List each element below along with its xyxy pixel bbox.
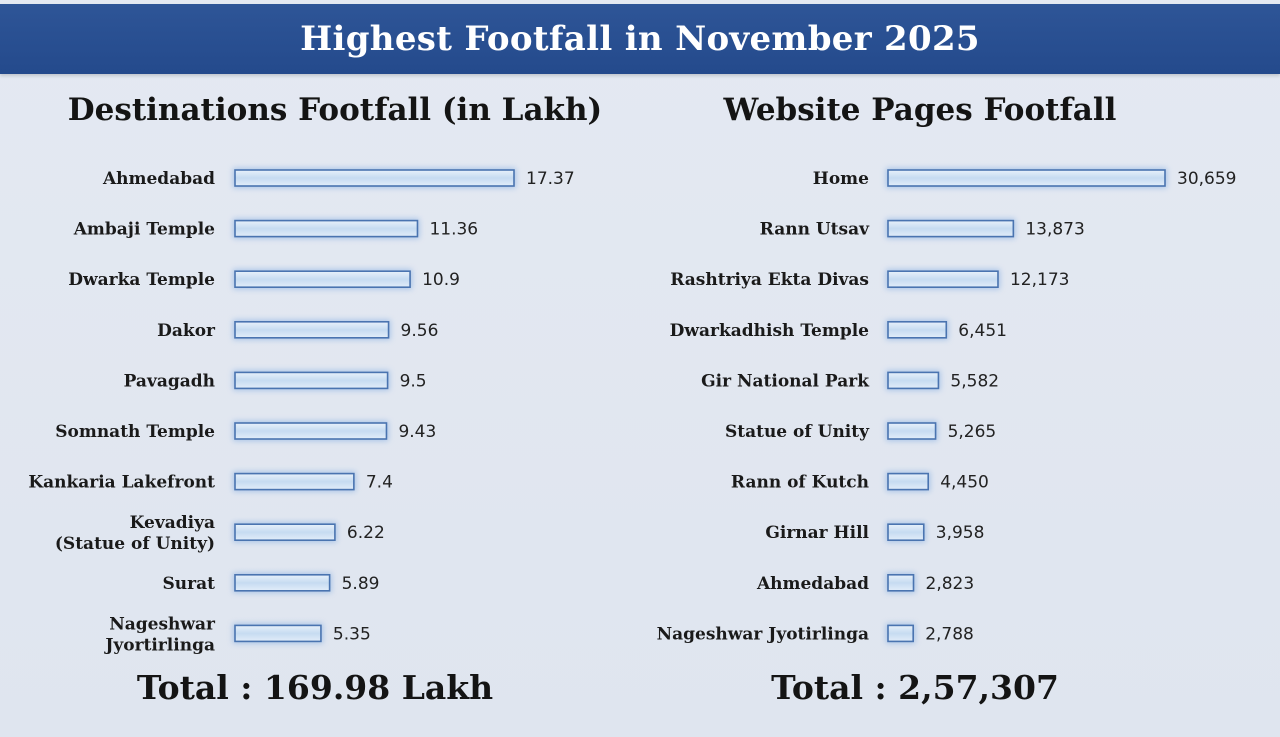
website-chart-title: Website Pages Footfall: [723, 92, 1117, 128]
website-bar: [887, 320, 948, 339]
website-category-label: Girnar Hill: [765, 523, 869, 543]
website-bar: [887, 270, 999, 289]
destinations-value-label: 9.43: [398, 422, 436, 442]
destinations-category-label: Pavagadh: [124, 371, 215, 391]
destinations-category-label: Ambaji Temple: [73, 220, 215, 240]
website-category-label: Rashtriya Ekta Divas: [670, 270, 869, 290]
website-value-label: 4,450: [940, 473, 989, 493]
page-title: Highest Footfall in November 2025: [300, 19, 980, 59]
destinations-bar: [234, 169, 515, 187]
website-bar: [887, 422, 937, 440]
website-bar: [887, 573, 915, 592]
destinations-category-label: Ahmedabad: [102, 169, 215, 189]
website-value-label: 3,958: [936, 523, 985, 543]
destinations-category-label: Nageshwar Jyortirlinga: [103, 614, 216, 655]
destinations-category-label: Dwarka Temple: [68, 270, 215, 290]
destinations-bar: [234, 219, 419, 238]
destinations-chart-title: Destinations Footfall (in Lakh): [67, 92, 603, 128]
destinations-category-label: Kevadiya (Statue of Unity): [55, 513, 215, 554]
destinations-value-label: 9.5: [400, 371, 427, 391]
title-banner: Highest Footfall in November 2025: [0, 4, 1280, 74]
website-category-label: Rann Utsav: [760, 220, 870, 240]
website-bar: [887, 169, 1166, 187]
destinations-bar: [234, 320, 390, 339]
destinations-category-label: Somnath Temple: [55, 422, 215, 442]
destinations-value-label: 6.22: [347, 523, 385, 543]
website-value-label: 5,265: [948, 422, 997, 442]
destinations-chart: Ahmedabad 17.37 Ambaji Temple 11.36 Dwarka T…: [28, 168, 575, 655]
website-bar: [887, 624, 914, 643]
destinations-category-label: Dakor: [157, 321, 216, 341]
destinations-value-label: 5.35: [333, 624, 371, 644]
destinations-bar: [234, 422, 388, 440]
website-value-label: 12,173: [1010, 270, 1069, 290]
website-total: Total : 2,57,307: [771, 668, 1059, 707]
website-value-label: 6,451: [958, 321, 1007, 341]
website-value-label: 2,788: [925, 624, 974, 644]
destinations-bar: [234, 371, 389, 390]
website-value-label: 30,659: [1177, 169, 1236, 189]
destinations-bar: [234, 472, 355, 491]
destinations-bar: [234, 624, 322, 643]
website-value-label: 13,873: [1025, 220, 1084, 240]
website-bar: [887, 472, 930, 491]
website-bar: [887, 371, 940, 390]
destinations-value-label: 17.37: [526, 169, 575, 189]
destinations-value-label: 7.4: [366, 473, 393, 493]
destinations-value-label: 9.56: [401, 321, 439, 341]
destinations-value-label: 5.89: [342, 574, 380, 594]
website-bar: [887, 219, 1015, 238]
destinations-bar: [234, 573, 331, 592]
website-chart: Home 30,659 Rann Utsav 13,873 Rashtriya Ekta…: [657, 168, 1236, 644]
website-category-label: Dwarkadhish Temple: [670, 321, 870, 341]
website-value-label: 5,582: [950, 371, 999, 391]
website-category-label: Nageshwar Jyotirlinga: [657, 624, 869, 644]
website-value-label: 2,823: [926, 574, 975, 594]
destinations-total: Total : 169.98 Lakh: [136, 668, 494, 707]
destinations-category-label: Kankaria Lakefront: [28, 473, 215, 493]
website-category-label: Ahmedabad: [756, 574, 869, 594]
website-category-label: Gir National Park: [701, 371, 870, 391]
destinations-bar: [234, 270, 411, 289]
destinations-value-label: 10.9: [422, 270, 460, 290]
destinations-value-label: 11.36: [429, 220, 478, 240]
destinations-category-label: Surat: [163, 574, 216, 594]
destinations-bar: [234, 523, 336, 542]
website-category-label: Home: [813, 169, 869, 189]
website-bar: [887, 523, 925, 542]
website-category-label: Rann of Kutch: [731, 473, 869, 493]
website-category-label: Statue of Unity: [725, 422, 870, 442]
